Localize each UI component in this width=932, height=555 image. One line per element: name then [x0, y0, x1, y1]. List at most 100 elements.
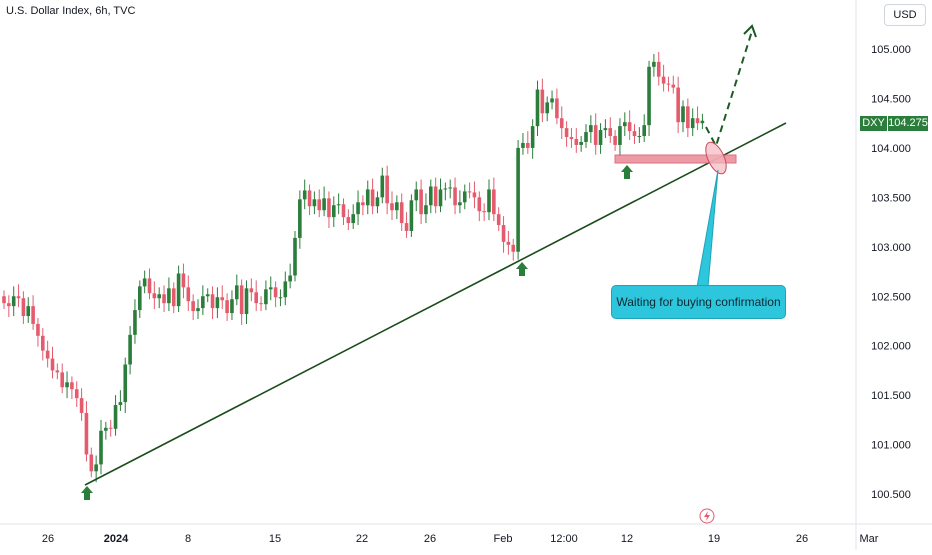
candle-body	[521, 142, 525, 148]
candle-body	[94, 464, 98, 472]
candle-body	[89, 454, 94, 472]
candle-body	[550, 98, 554, 103]
candle-body	[535, 89, 540, 127]
candle-body	[65, 382, 69, 388]
candle-body	[191, 301, 195, 312]
candle-body	[31, 306, 35, 324]
candle-body	[268, 287, 273, 290]
candle-body	[133, 310, 137, 335]
candle-body	[220, 297, 225, 301]
candle-body	[686, 106, 690, 129]
candle-body	[235, 285, 239, 300]
candle-body	[399, 202, 404, 224]
candle-body	[467, 191, 472, 193]
candle-body	[312, 199, 317, 207]
candle-body	[205, 294, 210, 297]
candle-body	[375, 197, 380, 207]
candle-body	[361, 202, 365, 206]
currency-button[interactable]: USD	[884, 4, 926, 26]
candle-body	[16, 296, 21, 299]
candle-body	[598, 130, 603, 145]
candle-body	[506, 241, 511, 245]
candle-body	[322, 198, 326, 211]
projection-arrowhead	[743, 24, 757, 38]
candle-body	[302, 190, 307, 200]
candle-body	[608, 128, 613, 137]
y-tick-label: 100.500	[871, 489, 911, 501]
projection-line	[705, 30, 753, 149]
x-tick-label: Mar	[860, 533, 879, 545]
candle-body	[540, 89, 545, 114]
candle-body	[157, 294, 161, 299]
x-tick-label: 26	[424, 533, 436, 545]
candle-body	[482, 211, 486, 213]
candle-body	[370, 189, 375, 207]
candle-body	[661, 76, 666, 84]
y-tick-label: 101.500	[871, 390, 911, 402]
candle-body	[487, 189, 491, 213]
candle-body	[453, 187, 457, 206]
candle-body	[259, 303, 263, 305]
flash-icon-bolt	[704, 511, 710, 521]
candle-body	[666, 83, 671, 85]
up-arrow-icon	[516, 262, 528, 276]
candle-body	[138, 286, 142, 311]
candle-body	[438, 189, 443, 207]
candle-body	[167, 288, 171, 304]
candle-body	[395, 202, 399, 211]
candle-body	[162, 294, 166, 304]
x-tick-label: 8	[185, 533, 191, 545]
candle-body	[419, 189, 423, 215]
candle-body	[448, 187, 452, 189]
support-zone	[614, 154, 737, 164]
x-tick-label: 26	[796, 533, 808, 545]
candle-body	[501, 225, 506, 242]
candle-body	[2, 296, 6, 304]
flash-icon	[699, 508, 715, 524]
candle-body	[176, 273, 181, 307]
candle-body	[671, 84, 676, 88]
candle-body	[196, 308, 200, 312]
y-tick-label: 104.000	[871, 143, 911, 155]
candle-body	[681, 106, 685, 123]
candle-body	[545, 102, 549, 114]
candle-body	[477, 197, 482, 212]
candle-body	[60, 372, 64, 388]
candle-body	[181, 273, 186, 288]
candle-body	[327, 198, 331, 218]
candle-body	[152, 293, 157, 299]
candle-body	[351, 214, 355, 224]
candle-body	[526, 142, 530, 148]
candle-body	[210, 294, 215, 309]
touch-highlight	[705, 141, 727, 175]
x-tick-label: 19	[708, 533, 720, 545]
candle-body	[99, 430, 103, 465]
candle-body	[555, 98, 559, 119]
x-tick-label: 22	[356, 533, 368, 545]
candle-body	[700, 120, 705, 124]
candle-body	[283, 281, 288, 298]
y-tick-label: 104.500	[871, 93, 911, 105]
candle-body	[414, 189, 419, 201]
candle-body	[113, 405, 118, 429]
candle-body	[36, 323, 40, 336]
candle-body	[186, 287, 191, 302]
candle-body	[128, 334, 132, 365]
candle-body	[511, 244, 516, 252]
candle-body	[230, 299, 234, 314]
candle-body	[365, 189, 370, 206]
candle-body	[623, 122, 627, 127]
annotation-callout[interactable]: Waiting for buying confirmation	[611, 285, 786, 319]
candle-body	[74, 389, 79, 399]
candle-body	[50, 358, 55, 371]
candle-body	[317, 199, 322, 211]
x-tick-label: 15	[269, 533, 281, 545]
candle-body	[201, 296, 205, 309]
y-tick-label: 103.000	[871, 242, 911, 254]
candle-body	[293, 237, 297, 276]
candle-body	[336, 204, 341, 206]
candle-body	[11, 296, 16, 307]
candle-body	[380, 175, 385, 198]
candle-body	[147, 278, 152, 294]
